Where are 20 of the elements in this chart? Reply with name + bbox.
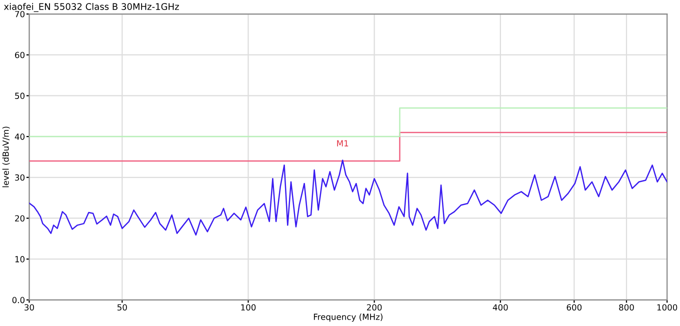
x-tick-label: 30 xyxy=(24,304,34,311)
x-tick-label: 200 xyxy=(366,304,382,311)
chart-title: xiaofei_EN 55032 Class B 30MHz-1GHz xyxy=(4,2,179,12)
x-tick-label: 1000 xyxy=(657,304,678,311)
x-axis-title: Frequency (MHz) xyxy=(314,314,382,322)
y-tick-label: 60 xyxy=(15,52,25,58)
y-tick-label: 0.0 xyxy=(12,296,25,304)
x-tick-label: 400 xyxy=(492,304,508,311)
y-tick-label: 70 xyxy=(15,11,25,18)
x-tick-label: 800 xyxy=(619,304,634,311)
annotation: M1 xyxy=(337,140,348,146)
x-tick-label: 100 xyxy=(241,304,256,311)
y-tick-label: 10 xyxy=(15,256,25,262)
x-tick-label: 600 xyxy=(566,304,582,311)
x-tick-label: 50 xyxy=(118,304,127,311)
y-tick-label: 40 xyxy=(14,134,25,140)
y-tick-label: 50 xyxy=(15,92,25,99)
y-tick-label: 30 xyxy=(15,174,25,181)
y-axis-title: level (dBuV/m) xyxy=(2,126,10,188)
y-tick-label: 20 xyxy=(15,215,25,222)
